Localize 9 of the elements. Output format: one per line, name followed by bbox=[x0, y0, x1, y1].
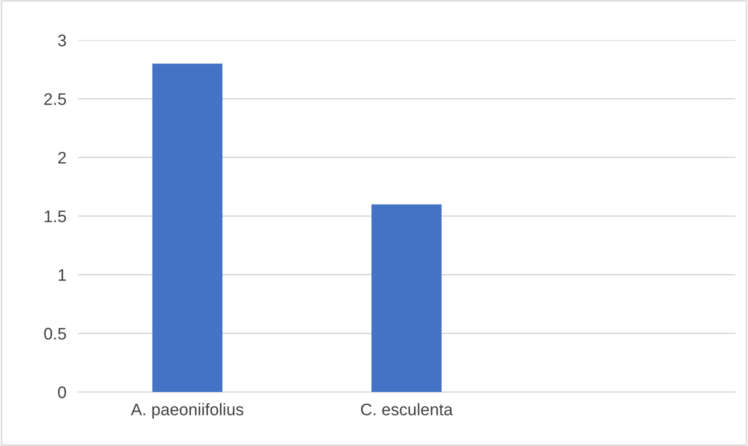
x-tick-label: C. esculenta bbox=[361, 403, 453, 416]
y-tick-label: 0.5 bbox=[44, 328, 66, 340]
y-tick-label: 1 bbox=[58, 269, 66, 281]
y-tick-label: 2 bbox=[58, 152, 66, 164]
y-tick-label: 1.5 bbox=[44, 210, 66, 222]
y-tick-label: 2.5 bbox=[44, 93, 66, 105]
y-tick-label: 3 bbox=[58, 34, 66, 46]
y-tick-label: 0 bbox=[58, 386, 66, 398]
x-tick-label: A. paeoniifolius bbox=[130, 403, 244, 419]
